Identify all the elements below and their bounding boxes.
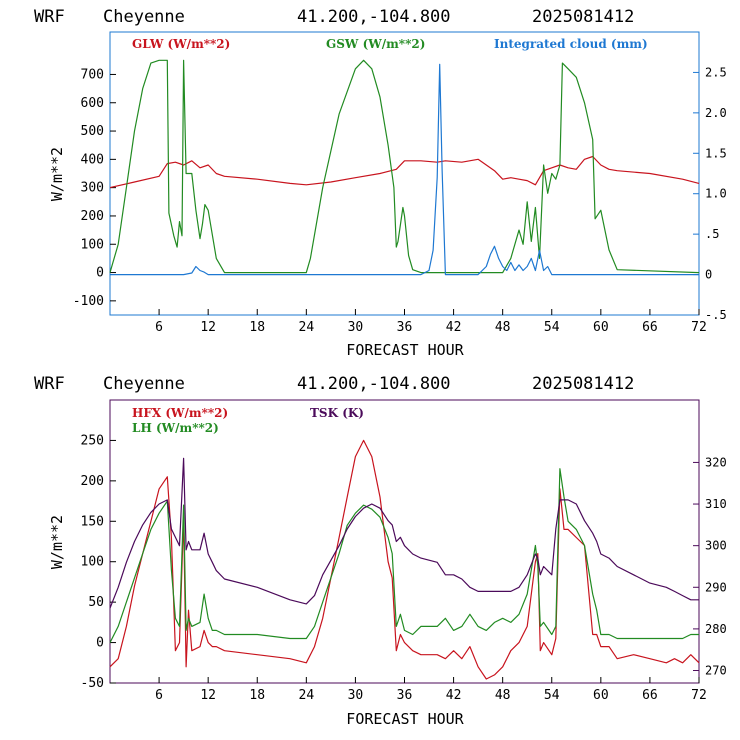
x-tick-label: 18 [249,320,265,335]
y-tick-label: 250 [81,433,104,448]
y-tick-label: 200 [81,474,104,489]
x-tick-label: 48 [495,688,511,703]
x-tick-label: 48 [495,320,511,335]
y2-tick-label: 2.0 [705,106,727,120]
x-tick-label: 18 [249,688,265,703]
y2-tick-label: 300 [705,539,727,553]
series-group [109,59,700,276]
x-tick-label: 72 [691,688,707,703]
x-tick-label: 12 [200,688,216,703]
y-tick-label: 600 [81,96,104,111]
y-axis-label: W/m**2 [48,147,66,201]
y2-tick-label: 0 [705,268,712,282]
series-line-tsk [109,457,699,609]
right-y-axis: 270 280 290 300 310 320 [693,455,727,678]
series-line-hfx [109,439,700,680]
x-tick-label: 30 [348,688,364,703]
y2-tick-label: -.5 [705,308,727,322]
x-tick-label: 42 [446,320,462,335]
y-tick-label: 700 [81,67,104,82]
y-tick-label: -100 [73,294,104,309]
y-tick-label: 200 [81,209,104,224]
x-tick-label: 36 [397,688,413,703]
legend-lh: LH (W/m**2) [132,421,219,435]
y2-tick-label: 310 [705,497,727,511]
y2-tick-label: 290 [705,580,727,594]
y-tick-label: 50 [88,595,104,610]
y-tick-label: 500 [81,124,104,139]
series-line-lh [109,468,699,643]
y2-tick-label: 1.5 [705,146,727,160]
header-model: WRF [34,374,65,394]
legend-glw: GLW (W/m**2) [132,37,230,51]
x-axis-label: FORECAST HOUR [346,341,464,359]
y-tick-label: 0 [96,266,104,281]
x-tick-label: 24 [299,688,315,703]
series-group [109,439,700,680]
header-site: Cheyenne [103,374,185,394]
right-y-axis: -.5 0 .5 1.0 1.5 2.0 2.5 [693,65,727,322]
x-tick-label: 66 [642,688,658,703]
y-tick-label: 100 [81,237,104,252]
legend-gsw: GSW (W/m**2) [326,37,425,51]
header-coords: 41.200,-104.800 [297,374,451,394]
x-tick-label: 30 [348,320,364,335]
x-tick-label: 72 [691,320,707,335]
x-tick-label: 12 [200,320,216,335]
y-axis-label: W/m**2 [48,515,66,569]
x-tick-label: 42 [446,688,462,703]
y-tick-label: 0 [96,636,104,651]
plot-frame [109,31,700,316]
y2-tick-label: 320 [705,455,727,469]
x-tick-label: 66 [642,320,658,335]
series-line-integrated [110,63,699,276]
left-y-axis: -100 0 100 200 300 400 500 600 700 [73,67,116,309]
y-tick-label: 100 [81,555,104,570]
x-tick-label: 60 [593,688,609,703]
header-init-time: 2025081412 [532,7,634,27]
panel-top: WRF Cheyenne 41.200,-104.800 2025081412 … [34,7,727,359]
legend-tsk: TSK (K) [310,406,364,420]
legend-hfx: HFX (W/m**2) [132,406,228,420]
plot-frame [109,399,700,684]
header-model: WRF [34,7,65,27]
x-tick-label: 6 [155,688,163,703]
header-site: Cheyenne [103,7,185,27]
y2-tick-label: 270 [705,664,727,678]
y2-tick-label: 280 [705,622,727,636]
x-tick-label: 54 [544,688,560,703]
header-init-time: 2025081412 [532,374,634,394]
x-tick-label: 6 [155,320,163,335]
x-tick-label: 24 [299,320,315,335]
x-axis: 6 12 18 24 30 36 42 48 54 60 66 72 [155,309,707,335]
panel-bottom: WRF Cheyenne 41.200,-104.800 2025081412 … [34,374,727,728]
y-tick-label: 400 [81,152,104,167]
x-tick-label: 54 [544,320,560,335]
series-line-glw [109,155,700,189]
left-y-axis: -50 0 50 100 150 200 250 [81,433,116,691]
y-tick-label: 150 [81,514,104,529]
x-tick-label: 60 [593,320,609,335]
y-tick-label: -50 [81,676,104,691]
legend-cloud: Integrated cloud (mm) [494,37,648,51]
y-tick-label: 300 [81,181,104,196]
x-tick-label: 36 [397,320,413,335]
y2-tick-label: .5 [705,227,719,241]
series-line-gsw [109,59,700,274]
x-axis: 6 12 18 24 30 36 42 48 54 60 66 72 [155,677,707,703]
y2-tick-label: 2.5 [705,65,727,79]
x-axis-label: FORECAST HOUR [346,710,464,728]
y2-tick-label: 1.0 [705,187,727,201]
header-coords: 41.200,-104.800 [297,7,451,27]
